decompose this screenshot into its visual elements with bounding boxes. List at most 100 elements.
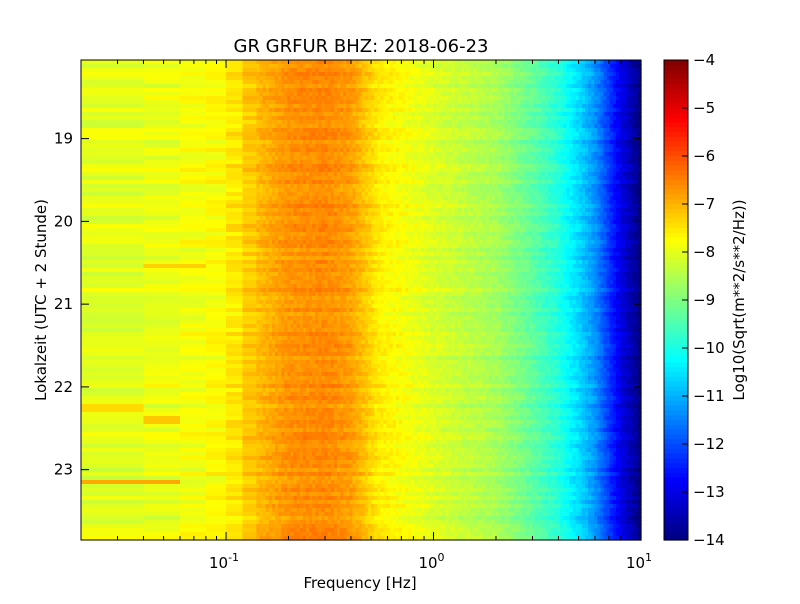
- heat-cell: [411, 92, 416, 97]
- heat-cell: [541, 160, 546, 165]
- heat-cell: [457, 96, 462, 101]
- heat-cell: [488, 84, 493, 89]
- heat-cell: [274, 64, 279, 69]
- heat-cell: [588, 168, 592, 173]
- heat-cell: [526, 156, 530, 161]
- heat-cell: [343, 168, 347, 173]
- heat-cell: [535, 180, 540, 185]
- heat-cell: [361, 200, 366, 205]
- heat-cell: [417, 132, 422, 137]
- heat-cell: [563, 72, 567, 77]
- heat-cell: [637, 72, 642, 77]
- heat-cell: [433, 116, 437, 121]
- heat-cell: [242, 68, 257, 73]
- heat-cell: [312, 88, 316, 93]
- heat-cell: [205, 120, 227, 125]
- heat-cell: [625, 108, 629, 113]
- heat-cell: [439, 184, 443, 189]
- heat-cell: [398, 120, 403, 125]
- heat-cell: [290, 68, 295, 73]
- heat-cell: [569, 156, 574, 161]
- heat-cell: [324, 72, 329, 77]
- heat-cell: [522, 124, 527, 129]
- heat-cell: [445, 180, 450, 185]
- heat-cell: [274, 156, 279, 161]
- heat-cell: [597, 96, 602, 101]
- heat-cell: [637, 100, 642, 105]
- heat-cell: [386, 200, 391, 205]
- heat-cell: [284, 156, 288, 161]
- heat-cell: [371, 108, 375, 113]
- heat-cell: [581, 196, 586, 201]
- heat-cell: [405, 156, 409, 161]
- heat-cell: [603, 136, 608, 141]
- heat-cell: [625, 152, 629, 157]
- heat-cell: [374, 108, 378, 113]
- heat-cell: [380, 148, 385, 153]
- heat-cell: [290, 80, 295, 85]
- heat-cell: [324, 176, 329, 181]
- heat-cell: [371, 116, 375, 121]
- heat-cell: [265, 168, 270, 173]
- heat-cell: [637, 92, 642, 97]
- heat-cell: [386, 132, 391, 137]
- heat-cell: [451, 160, 456, 165]
- heat-cell: [374, 104, 378, 109]
- heat-cell: [402, 92, 406, 97]
- heat-cell: [367, 96, 372, 101]
- heat-cell: [333, 204, 338, 209]
- heat-cell: [569, 148, 574, 153]
- heat-cell: [566, 180, 571, 185]
- heat-cell: [628, 60, 633, 65]
- heat-cell: [544, 128, 549, 133]
- heat-cell: [609, 184, 614, 189]
- heat-cell: [491, 72, 496, 77]
- heat-cell: [226, 152, 244, 157]
- heat-cell: [569, 192, 574, 197]
- heat-cell: [417, 76, 422, 81]
- heat-cell: [296, 100, 301, 105]
- heat-cell: [470, 64, 474, 69]
- heat-cell: [302, 80, 307, 85]
- heat-cell: [501, 152, 505, 157]
- heat-cell: [485, 176, 490, 181]
- heat-cell: [625, 200, 629, 205]
- heat-cell: [367, 136, 372, 141]
- heat-cell: [429, 144, 434, 149]
- heat-cell: [572, 180, 577, 185]
- heat-cell: [615, 72, 620, 77]
- heat-cell: [361, 72, 366, 77]
- heat-cell: [420, 208, 425, 213]
- heat-cell: [588, 156, 592, 161]
- heat-cell: [242, 164, 257, 169]
- heat-cell: [473, 176, 478, 181]
- heat-cell: [265, 132, 270, 137]
- heat-cell: [81, 128, 145, 133]
- heat-cell: [386, 172, 391, 177]
- heat-cell: [290, 96, 295, 101]
- heat-cell: [501, 148, 505, 153]
- heat-cell: [541, 200, 546, 205]
- heat-cell: [274, 172, 279, 177]
- heat-cell: [355, 132, 360, 137]
- heat-cell: [271, 92, 276, 97]
- heat-cell: [457, 132, 462, 137]
- heat-cell: [619, 144, 623, 149]
- heat-cell: [324, 140, 329, 145]
- heat-cell: [324, 204, 329, 209]
- heat-cell: [578, 208, 583, 213]
- heat-cell: [631, 192, 636, 197]
- heat-cell: [309, 108, 313, 113]
- heat-cell: [336, 156, 341, 161]
- heat-cell: [364, 124, 369, 129]
- heat-cell: [302, 176, 307, 181]
- heat-cell: [321, 100, 326, 105]
- heat-cell: [281, 88, 285, 93]
- heat-cell: [541, 76, 546, 81]
- heat-cell: [417, 156, 422, 161]
- heat-cell: [309, 164, 313, 169]
- heat-cell: [501, 128, 505, 133]
- heat-cell: [436, 184, 440, 189]
- heat-cell: [575, 168, 580, 173]
- heat-cell: [569, 160, 574, 165]
